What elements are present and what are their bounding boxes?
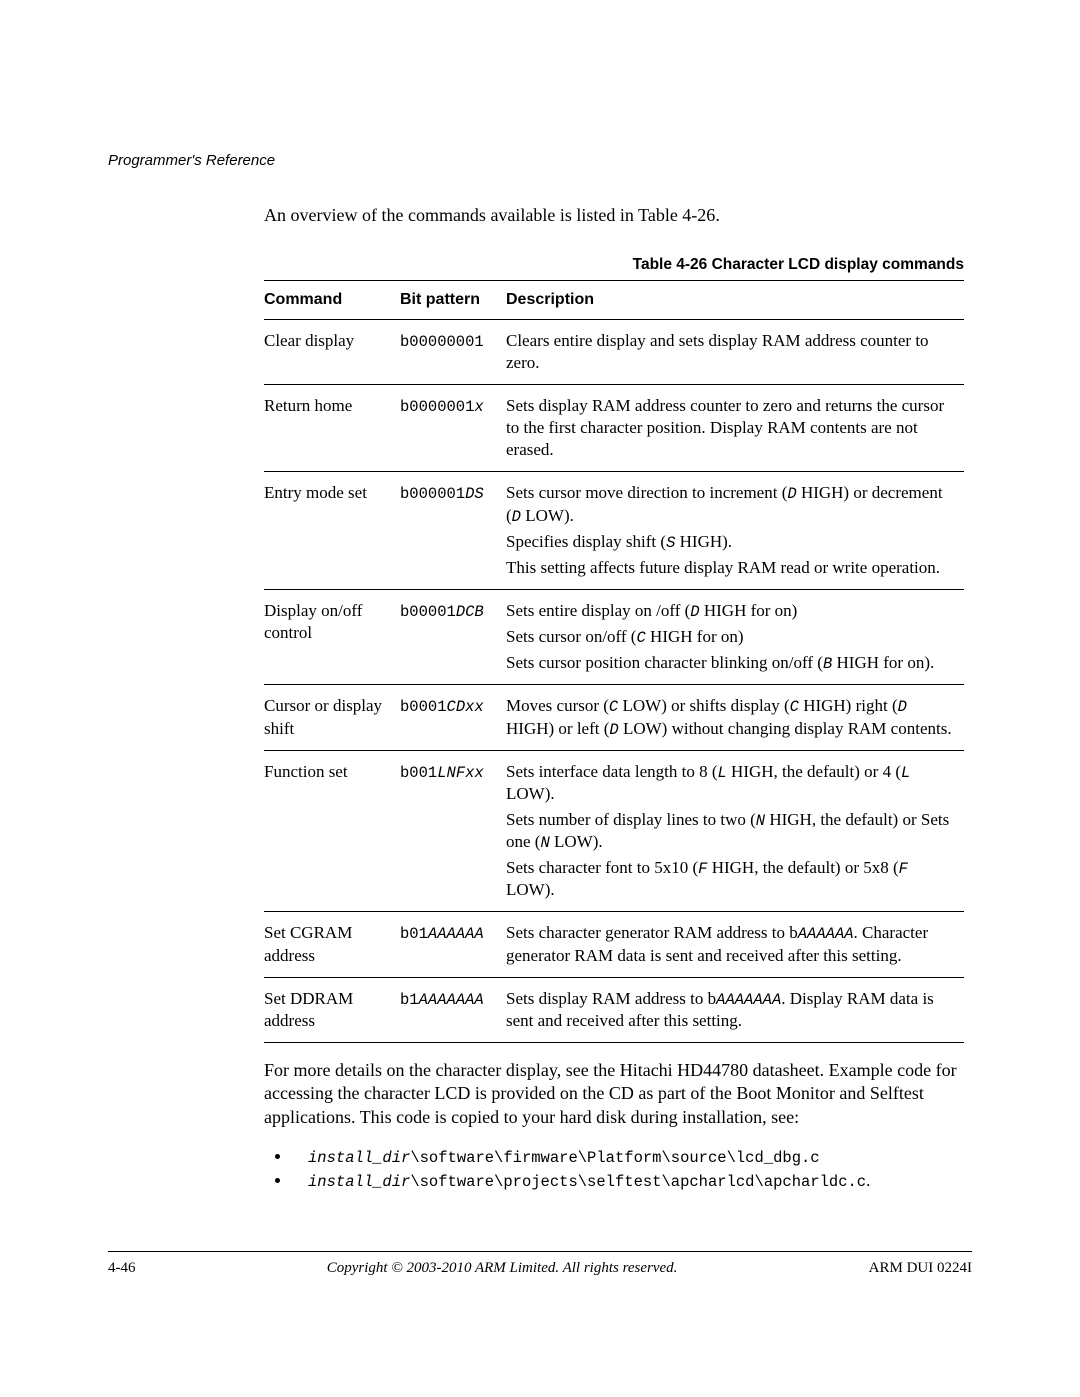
table-row: Display on/off controlb00001DCBSets enti…: [264, 589, 964, 684]
cell-description: Moves cursor (C LOW) or shifts display (…: [506, 685, 964, 750]
cell-description: Sets interface data length to 8 (L HIGH,…: [506, 750, 964, 912]
cell-description: Clears entire display and sets display R…: [506, 320, 964, 385]
cell-description: Sets cursor move direction to increment …: [506, 472, 964, 590]
cell-bit-pattern: b0000001x: [400, 385, 506, 472]
intro-text-b: .: [715, 205, 720, 225]
path-list: install_dir\software\firmware\Platform\s…: [264, 1147, 964, 1191]
list-item: install_dir\software\projects\selftest\a…: [292, 1171, 964, 1191]
table-row: Return homeb0000001xSets display RAM add…: [264, 385, 964, 472]
table-row: Function setb001LNFxxSets interface data…: [264, 750, 964, 912]
cell-command: Return home: [264, 385, 400, 472]
cell-bit-pattern: b0001CDxx: [400, 685, 506, 750]
section-header: Programmer's Reference: [108, 152, 275, 169]
cell-bit-pattern: b00001DCB: [400, 589, 506, 684]
table-row: Clear displayb00000001Clears entire disp…: [264, 320, 964, 385]
list-item: install_dir\software\firmware\Platform\s…: [292, 1147, 964, 1167]
cell-bit-pattern: b00000001: [400, 320, 506, 385]
command-table: Command Bit pattern Description Clear di…: [264, 280, 964, 1043]
intro-table-ref: Table 4-26: [638, 205, 715, 225]
table-body: Clear displayb00000001Clears entire disp…: [264, 320, 964, 1043]
page-footer: 4-46 ARM DUI 0224I Copyright © 2003-2010…: [108, 1251, 972, 1277]
cell-bit-pattern: b001LNFxx: [400, 750, 506, 912]
footer-docid: ARM DUI 0224I: [869, 1260, 972, 1277]
cell-command: Cursor or display shift: [264, 685, 400, 750]
page: Programmer's Reference An overview of th…: [0, 0, 1080, 1397]
intro-text-a: An overview of the commands available is…: [264, 205, 638, 225]
table-row: Set DDRAM addressb1AAAAAAASets display R…: [264, 977, 964, 1042]
cell-description: Sets character generator RAM address to …: [506, 912, 964, 977]
cell-command: Set CGRAM address: [264, 912, 400, 977]
cell-bit-pattern: b1AAAAAAA: [400, 977, 506, 1042]
cell-command: Display on/off control: [264, 589, 400, 684]
cell-description: Sets display RAM address to bAAAAAAA. Di…: [506, 977, 964, 1042]
col-header-command: Command: [264, 281, 400, 320]
col-header-desc: Description: [506, 281, 964, 320]
cell-bit-pattern: b01AAAAAA: [400, 912, 506, 977]
col-header-bit: Bit pattern: [400, 281, 506, 320]
footer-copyright: Copyright © 2003-2010 ARM Limited. All r…: [108, 1260, 972, 1277]
table-row: Entry mode setb000001DSSets cursor move …: [264, 472, 964, 590]
table-caption: Table 4-26 Character LCD display command…: [264, 256, 964, 274]
post-paragraph: For more details on the character displa…: [264, 1059, 964, 1129]
cell-description: Sets entire display on /off (D HIGH for …: [506, 589, 964, 684]
table-row: Set CGRAM addressb01AAAAAASets character…: [264, 912, 964, 977]
table-row: Cursor or display shiftb0001CDxxMoves cu…: [264, 685, 964, 750]
main-content: An overview of the commands available is…: [264, 205, 964, 1191]
cell-command: Entry mode set: [264, 472, 400, 590]
cell-bit-pattern: b000001DS: [400, 472, 506, 590]
cell-command: Set DDRAM address: [264, 977, 400, 1042]
cell-command: Function set: [264, 750, 400, 912]
intro-paragraph: An overview of the commands available is…: [264, 205, 964, 226]
cell-command: Clear display: [264, 320, 400, 385]
footer-page: 4-46: [108, 1260, 136, 1277]
cell-description: Sets display RAM address counter to zero…: [506, 385, 964, 472]
